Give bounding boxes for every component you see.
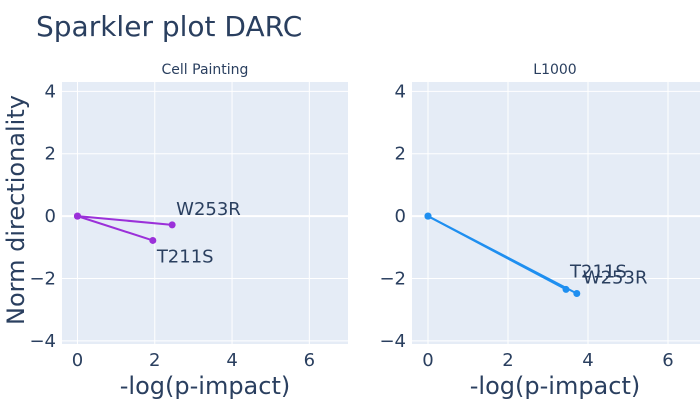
data-label-t211s: T211S xyxy=(569,261,627,282)
y-tick-label: 2 xyxy=(395,144,406,165)
y-tick-label: 4 xyxy=(395,81,406,102)
x-tick-label: 0 xyxy=(422,350,433,371)
y-tick-label: 0 xyxy=(45,206,56,227)
series-line-t211s xyxy=(77,215,154,242)
y-tick-label: −2 xyxy=(379,269,406,290)
data-point xyxy=(73,212,81,220)
y-tick-label: 4 xyxy=(45,81,56,102)
x-tick-label: 6 xyxy=(304,350,315,371)
y-tick-label: 0 xyxy=(395,206,406,227)
y-tick-label: −4 xyxy=(29,331,56,352)
subplot-title: Cell Painting xyxy=(162,62,249,78)
subplot-title: L1000 xyxy=(533,62,576,78)
x-axis-label: -log(p-impact) xyxy=(120,372,290,400)
x-tick-label: 6 xyxy=(662,350,673,371)
page-title: Sparkler plot DARC xyxy=(36,10,303,43)
y-axis-label: Norm directionality xyxy=(2,95,30,325)
y-tick-label: −4 xyxy=(379,331,406,352)
plot-area xyxy=(62,82,348,344)
x-tick-label: 0 xyxy=(72,350,83,371)
data-label-t211s: T211S xyxy=(156,246,214,267)
plot-area xyxy=(412,82,700,344)
x-axis-label: -log(p-impact) xyxy=(470,372,640,400)
series-line-w253r xyxy=(77,215,173,226)
data-label-w253r: W253R xyxy=(583,267,648,288)
x-tick-label: 2 xyxy=(502,350,513,371)
data-point xyxy=(149,236,157,244)
data-point xyxy=(168,221,176,229)
data-point xyxy=(424,212,432,220)
data-point xyxy=(573,289,581,297)
data-label-w253r: W253R xyxy=(176,199,241,220)
x-tick-label: 2 xyxy=(149,350,160,371)
x-tick-label: 4 xyxy=(226,350,237,371)
y-tick-label: −2 xyxy=(29,269,56,290)
x-tick-label: 4 xyxy=(582,350,593,371)
y-tick-label: 2 xyxy=(45,144,56,165)
series-line-w253r xyxy=(427,215,578,295)
